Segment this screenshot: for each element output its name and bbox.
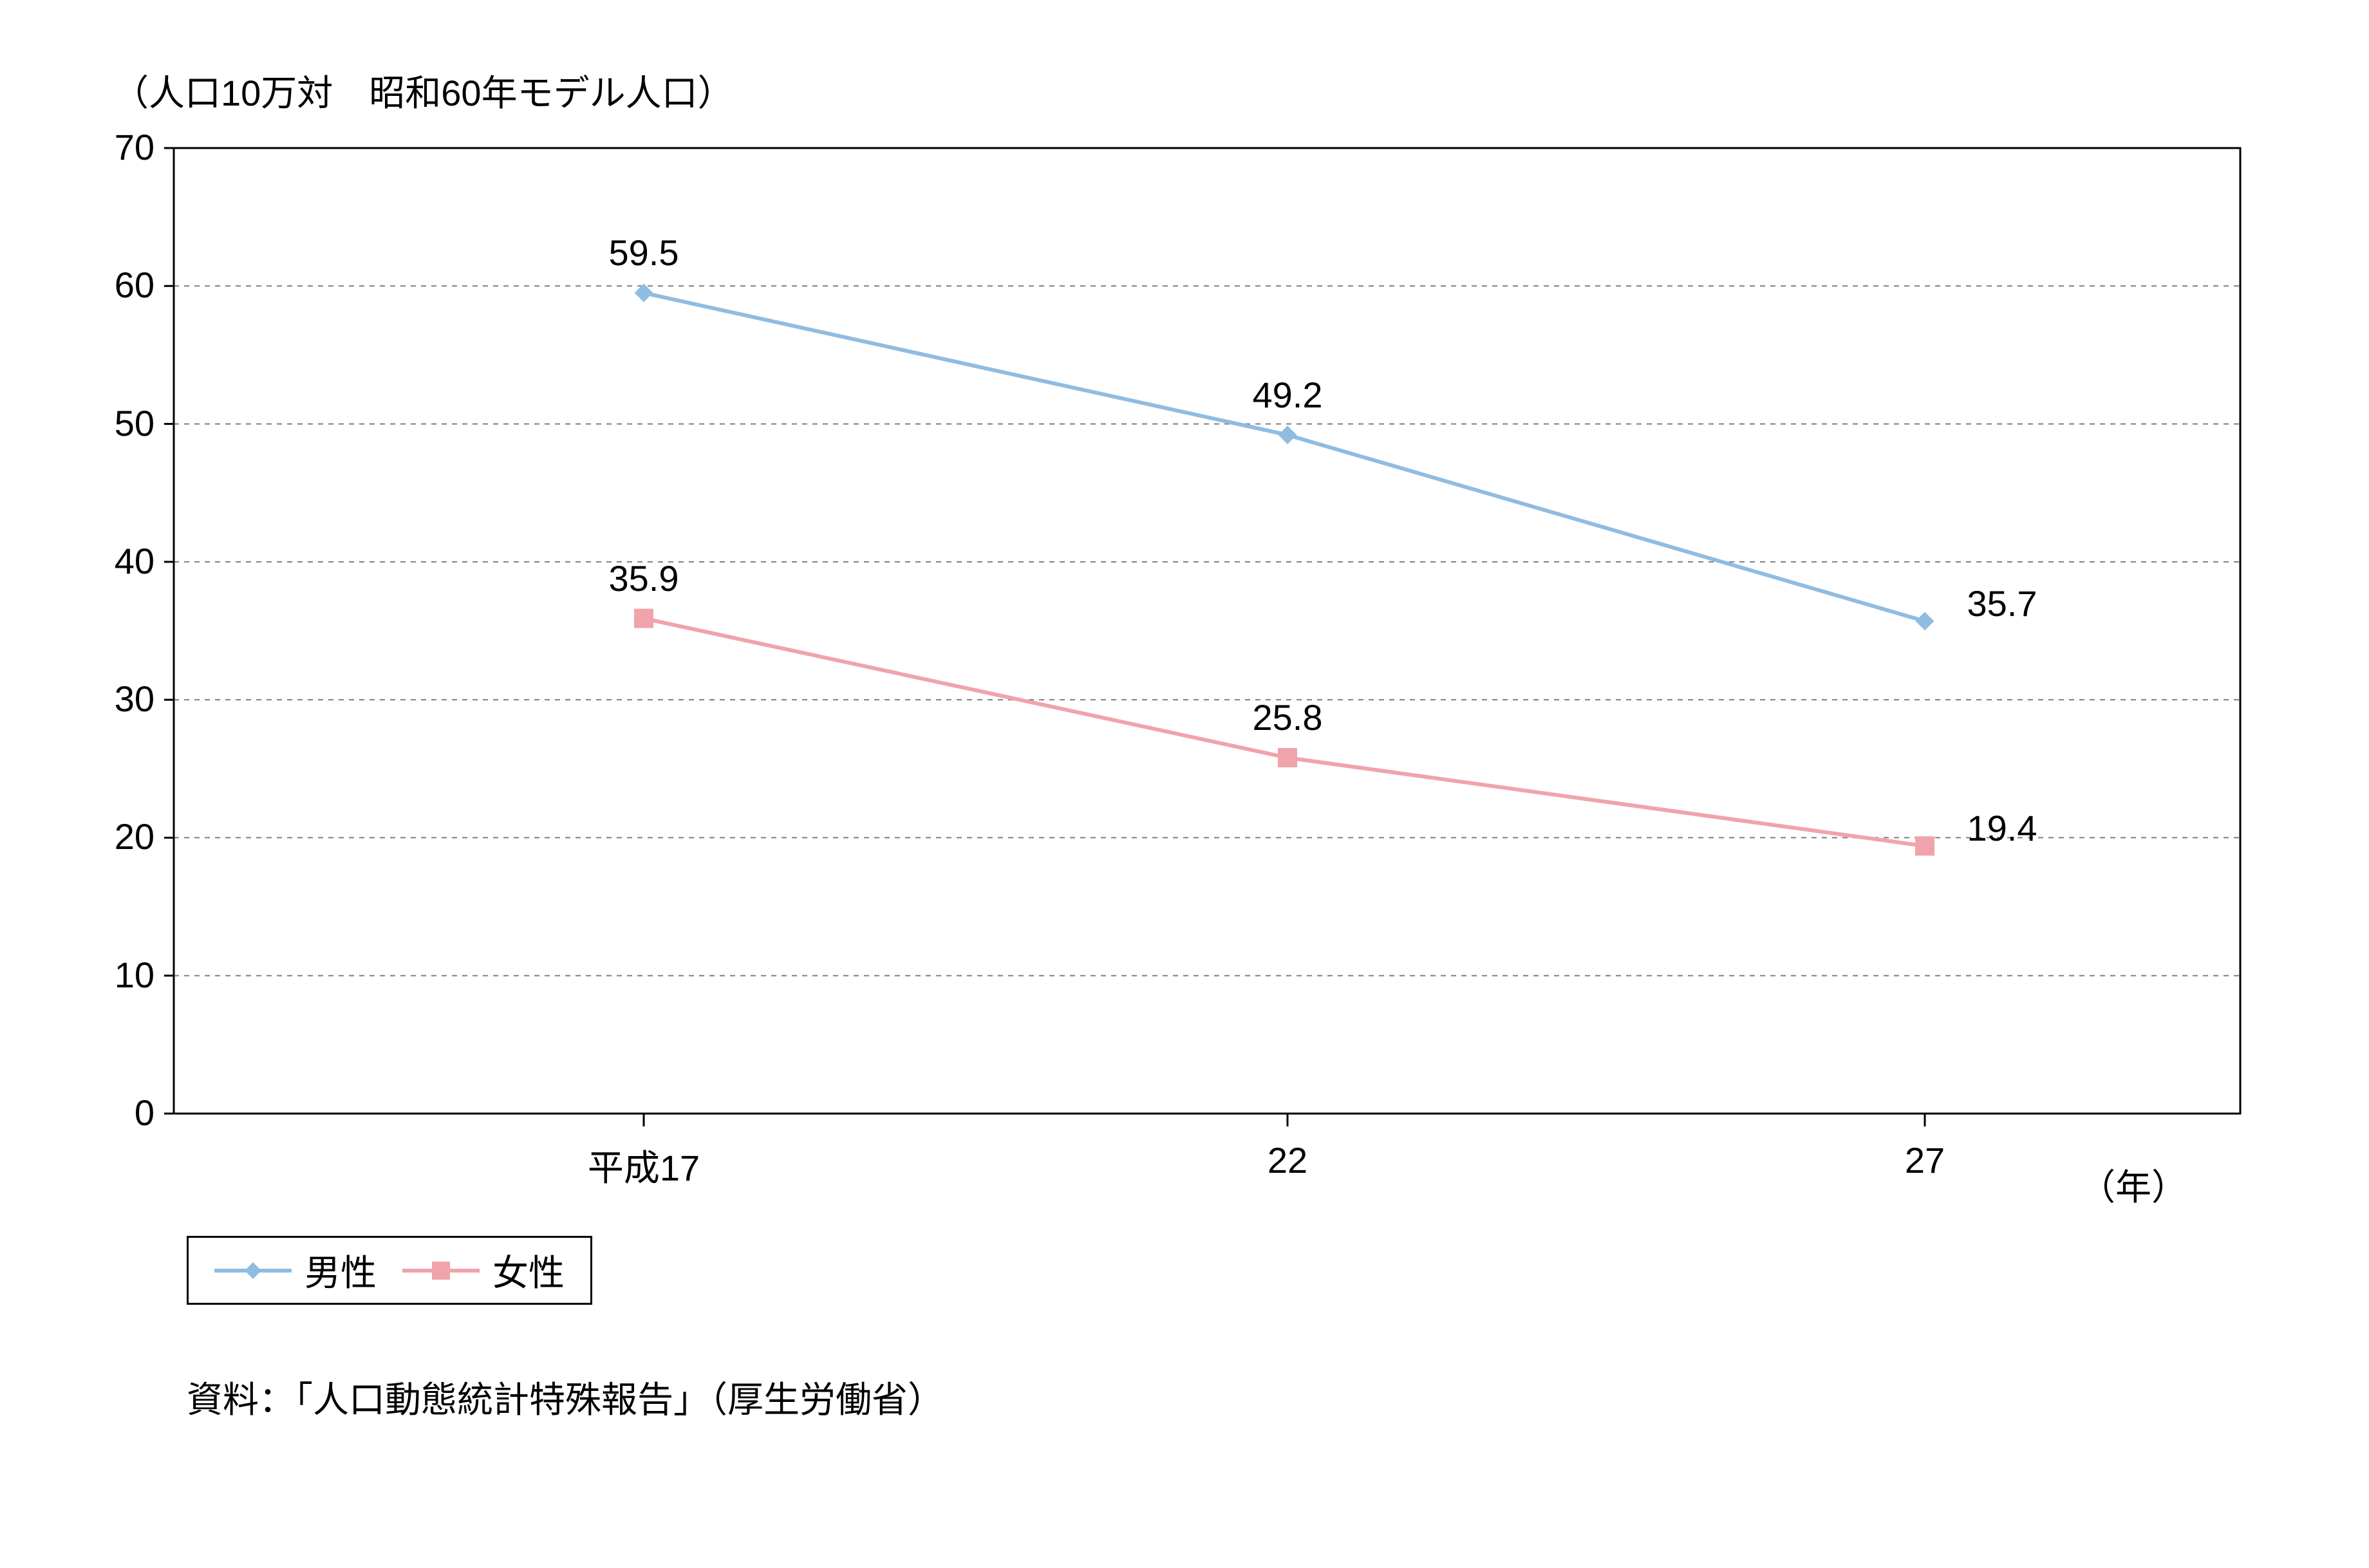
legend-label-female: 女性 [492, 1244, 565, 1296]
ytick-label: 70 [77, 126, 154, 168]
chart-page: （人口10万対 昭和60年モデル人口） 0 10 20 30 40 50 60 70 平成17… [0, 0, 2369, 1568]
data-label: 35.9 [609, 557, 679, 599]
chart-source: 資料：「人口動態統計特殊報告」（厚生労働省） [187, 1371, 944, 1423]
chart-plot [148, 122, 2266, 1139]
xaxis-unit: （年） [2079, 1159, 2187, 1211]
data-label: 59.5 [609, 232, 679, 274]
ytick-label: 40 [77, 540, 154, 582]
legend-swatch-male [214, 1258, 292, 1283]
xtick-label: 22 [1268, 1139, 1307, 1181]
data-label: 19.4 [1967, 807, 2037, 849]
data-label: 25.8 [1253, 696, 1323, 738]
ytick-label: 0 [77, 1092, 154, 1134]
ytick-label: 20 [77, 816, 154, 857]
ytick-label: 60 [77, 264, 154, 306]
xtick-label: 平成17 [588, 1139, 700, 1191]
legend-swatch-female [402, 1258, 480, 1283]
ytick-label: 30 [77, 678, 154, 720]
xtick-label: 27 [1905, 1139, 1945, 1181]
ytick-label: 10 [77, 954, 154, 996]
data-label: 35.7 [1967, 583, 2037, 624]
data-label: 49.2 [1253, 374, 1323, 416]
legend-label-male: 男性 [304, 1244, 377, 1296]
legend-item-male: 男性 [214, 1244, 377, 1296]
legend-item-female: 女性 [402, 1244, 565, 1296]
chart-legend: 男性 女性 [187, 1236, 592, 1305]
ytick-label: 50 [77, 402, 154, 444]
chart-subtitle: （人口10万対 昭和60年モデル人口） [113, 64, 734, 117]
